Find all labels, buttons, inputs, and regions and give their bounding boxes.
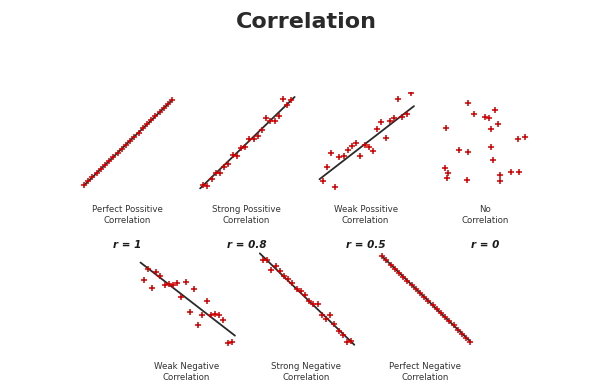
Text: Perfect Possitive
Correlation: Perfect Possitive Correlation [92, 205, 162, 225]
Text: r = 0.8: r = 0.8 [226, 240, 266, 251]
Text: Correlation: Correlation [236, 12, 376, 32]
Text: r = 1: r = 1 [113, 240, 141, 251]
Text: r = 0.5: r = 0.5 [346, 240, 386, 251]
Text: r = 0: r = 0 [471, 240, 499, 251]
Text: Weak Possitive
Correlation: Weak Possitive Correlation [334, 205, 398, 225]
Text: Perfect Negative
Correlation: Perfect Negative Correlation [389, 362, 461, 382]
Text: Strong Negative
Correlation: Strong Negative Correlation [271, 362, 341, 382]
Text: No
Correlation: No Correlation [461, 205, 509, 225]
Text: Strong Possitive
Correlation: Strong Possitive Correlation [212, 205, 281, 225]
Text: Weak Negative
Correlation: Weak Negative Correlation [154, 362, 219, 382]
